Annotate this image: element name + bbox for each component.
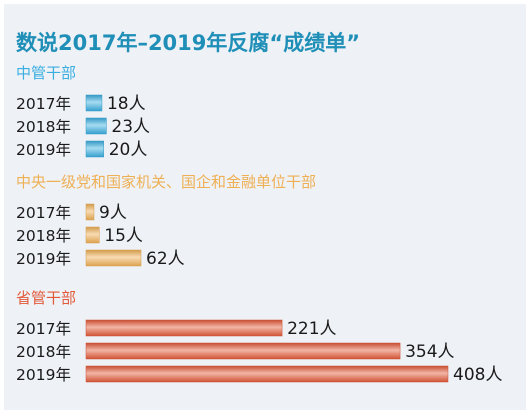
value-label: 15人 (104, 226, 143, 246)
bar-2-2 (85, 226, 100, 244)
bar-2-3 (85, 249, 142, 267)
chart-title: 数说2017年–2019年反腐“成绩单” (16, 31, 360, 55)
value-label: 20人 (109, 140, 148, 160)
section-label-2: 中央一级党和国家机关、国企和金融单位干部 (16, 173, 316, 191)
year-label: 2019年 (16, 366, 71, 384)
value-label: 62人 (146, 249, 185, 269)
value-label: 221人 (287, 319, 336, 339)
year-label: 2019年 (16, 141, 71, 159)
bar-1-2 (85, 117, 107, 135)
chart-svg: 数说2017年–2019年反腐“成绩单” 中管干部 2017年 18人 2018年 23人… (16, 31, 502, 385)
year-label: 2017年 (16, 320, 71, 338)
bar-1-3 (85, 140, 104, 158)
value-label: 18人 (107, 94, 146, 114)
bar-3-2 (85, 342, 401, 360)
chart-card: 数说2017年–2019年反腐“成绩单” 中管干部 2017年 18人 2018年 23人… (4, 4, 526, 410)
bar-1-1 (85, 94, 103, 112)
section-label-1: 中管干部 (16, 64, 76, 82)
value-label: 408人 (453, 365, 502, 385)
bar-3-3 (85, 365, 449, 383)
year-label: 2017年 (16, 95, 71, 113)
value-label: 9人 (99, 203, 127, 223)
year-label: 2019年 (16, 250, 71, 268)
value-label: 354人 (405, 342, 454, 362)
year-label: 2017年 (16, 204, 71, 222)
value-label: 23人 (111, 117, 150, 137)
bar-2-1 (85, 203, 95, 221)
section-label-3: 省管干部 (16, 289, 76, 307)
year-label: 2018年 (16, 343, 71, 361)
year-label: 2018年 (16, 118, 71, 136)
bar-3-1 (85, 319, 283, 337)
year-label: 2018年 (16, 227, 71, 245)
